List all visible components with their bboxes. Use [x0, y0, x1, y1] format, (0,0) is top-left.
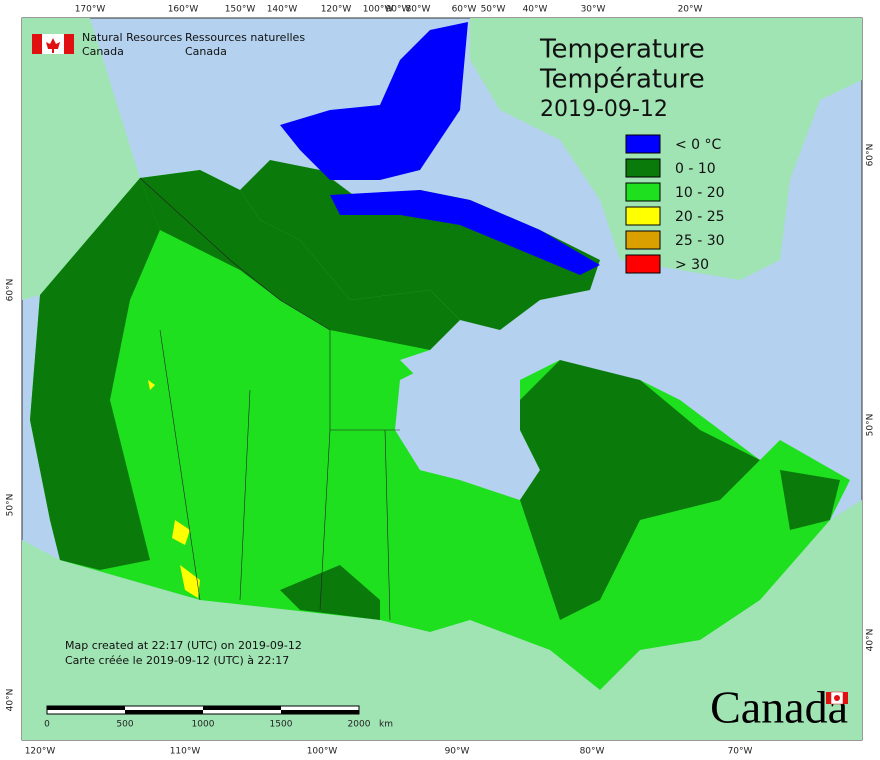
longitude-label: 110°W	[170, 747, 201, 757]
arctic-islands	[240, 160, 600, 330]
latitude-label: 50°N	[866, 414, 876, 437]
longitude-label: 170°W	[75, 5, 106, 15]
longitude-label: 30°W	[581, 5, 606, 15]
longitude-label: 40°W	[523, 5, 548, 15]
legend-swatch	[625, 254, 661, 274]
newfoundland	[780, 470, 840, 530]
longitude-label: 90°W	[386, 5, 411, 15]
cordillera-cool-zone	[30, 178, 160, 570]
arctic-mainland-cool-zone	[140, 170, 460, 350]
united-states	[22, 500, 862, 740]
credit: Carte créée le 2019-09-12 (UTC) à 22:17	[65, 654, 289, 667]
wordmark: Canada	[710, 682, 848, 733]
scale-label: 0	[44, 720, 50, 730]
prairie-cool-zone	[280, 565, 380, 620]
agency-en: Canada	[82, 45, 124, 58]
agency-fr: Canada	[185, 45, 227, 58]
scale-label: 1500	[270, 720, 293, 730]
longitude-label: 160°W	[168, 5, 199, 15]
alaska	[22, 18, 140, 300]
longitude-label: 120°W	[321, 5, 352, 15]
wordmark-flag	[826, 691, 848, 705]
longitude-label: 140°W	[267, 5, 298, 15]
borders	[139, 177, 400, 621]
scale-label: 1000	[192, 720, 215, 730]
latitude-label: 40°N	[6, 689, 16, 712]
legend-swatch	[625, 206, 661, 226]
legend-swatch	[625, 134, 661, 154]
legend-swatch	[625, 158, 661, 178]
longitude-label: 100°W	[307, 747, 338, 757]
longitude-label: 150°W	[225, 5, 256, 15]
baffin-freezing	[330, 190, 600, 275]
agency-fr: Ressources naturelles	[185, 31, 305, 44]
title: Température	[539, 65, 705, 95]
mainland-canada	[30, 170, 850, 690]
longitude-label: 80°W	[406, 5, 431, 15]
legend-label: > 30	[675, 257, 709, 273]
latitude-label: 50°N	[6, 494, 16, 517]
legend-label: 0 - 10	[675, 161, 716, 177]
legend-swatch	[625, 182, 661, 202]
date: 2019-09-12	[540, 97, 668, 122]
latitude-label: 40°N	[866, 629, 876, 652]
longitude-label: 70°W	[728, 747, 753, 757]
longitude-label: 120°W	[25, 747, 56, 757]
scale-unit: km	[379, 720, 393, 730]
longitude-label: 100°W	[363, 5, 394, 15]
scale-label: 500	[116, 720, 133, 730]
longitude-label: 20°W	[678, 5, 703, 15]
high-arctic-freezing	[280, 22, 468, 180]
scale-label: 2000	[348, 720, 371, 730]
longitude-label: 80°W	[580, 747, 605, 757]
greenland	[470, 18, 862, 280]
legend-label: < 0 °C	[675, 137, 722, 153]
hudson-bay	[395, 360, 520, 500]
legend-label: 10 - 20	[675, 185, 725, 201]
agency-en: Natural Resources	[82, 31, 183, 44]
longitude-label: 60°W	[452, 5, 477, 15]
legend-label: 20 - 25	[675, 209, 725, 225]
credit: Map created at 22:17 (UTC) on 2019-09-12	[65, 639, 302, 652]
legend-label: 25 - 30	[675, 233, 725, 249]
longitude-label: 90°W	[445, 747, 470, 757]
title: Temperature	[539, 35, 705, 65]
legend-swatch	[625, 230, 661, 250]
latitude-label: 60°N	[6, 279, 16, 302]
longitude-label: 50°W	[481, 5, 506, 15]
scale-bar	[46, 705, 360, 715]
nrcan-flag	[32, 34, 74, 54]
quebec-labrador-cool-zone	[520, 360, 760, 620]
warm-spots	[148, 380, 200, 598]
latitude-label: 60°N	[866, 144, 876, 167]
